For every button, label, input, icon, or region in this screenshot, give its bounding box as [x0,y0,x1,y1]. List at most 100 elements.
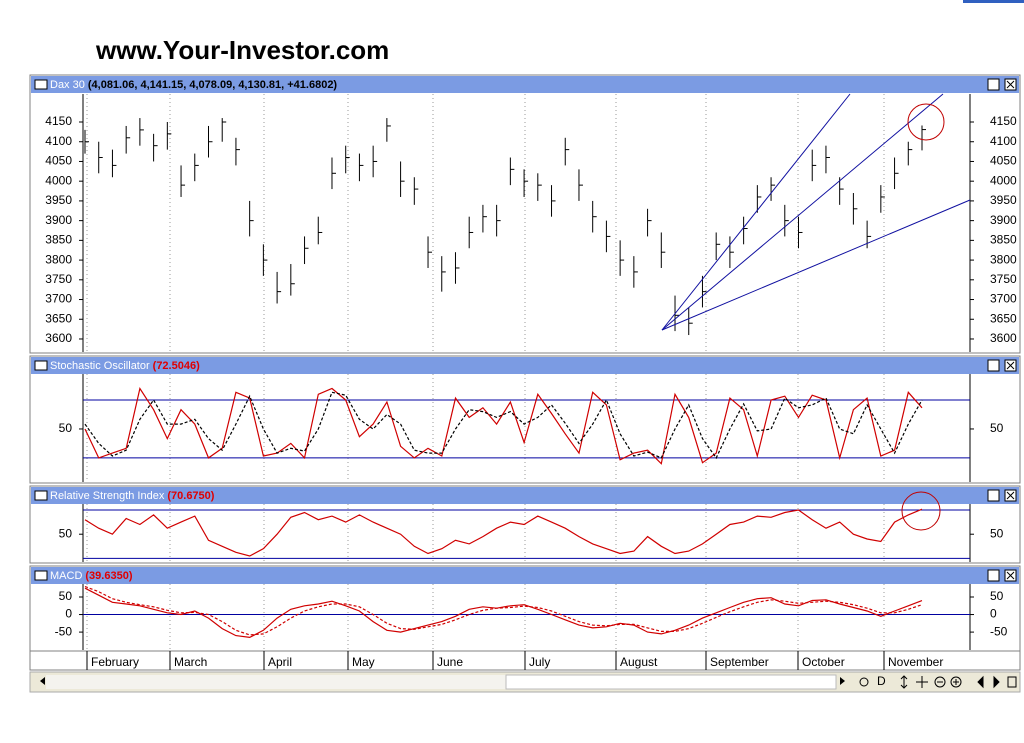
close-x [1006,80,1015,89]
icon-nav[interactable] [977,675,1000,689]
y-tick-label-right: 4150 [990,114,1017,128]
highlight-circle [907,103,945,141]
panel-title-value: (4,081.06, 4,141.15, 4,078.09, 4,130.81,… [88,79,338,91]
panel-icon [34,79,48,90]
site-title: www.Your-Investor.com [95,35,389,65]
icon-move[interactable] [916,676,928,688]
panel-title-value: (39.6350) [85,570,132,582]
y-tick-label-left: 3850 [45,233,72,247]
y-tick-label-right: 3600 [990,331,1017,345]
y-tick-label-right: 3900 [990,213,1017,227]
y-tick-label-left: 4150 [45,114,72,128]
scroll-thumb[interactable] [505,674,837,690]
panel-title-value: (72.5046) [153,360,200,372]
close-x [1006,361,1015,370]
y-tick-label-left: 0 [65,607,72,621]
icon-zoom-in[interactable] [950,676,962,688]
panel-title: Relative Strength Index (70.6750) [50,490,215,502]
y-tick-label-right: 3650 [990,311,1017,325]
series-line [84,585,923,636]
corner-strip [963,0,1024,3]
y-tick-label-left: 3750 [45,272,72,286]
panel-title: Dax 30 (4,081.06, 4,141.15, 4,078.09, 4,1… [50,79,337,91]
y-tick-label-left: 4000 [45,173,72,187]
trend-line [661,93,851,331]
maximize-button[interactable] [987,569,1000,582]
x-tick-label: October [802,655,845,669]
x-tick-label: November [888,655,943,669]
panel-titlebar [31,76,1019,93]
panel-title-name: Dax 30 [50,79,85,91]
y-tick-label-right: 3800 [990,252,1017,266]
close-x [1006,571,1015,580]
y-tick-label-left: 3800 [45,252,72,266]
panel-icon [34,360,48,371]
icon-zoom-v[interactable] [900,675,908,689]
icon-page[interactable] [1007,676,1017,688]
y-tick-label-left: 50 [59,589,73,603]
x-tick-label: September [710,655,769,669]
y-tick-label-left: 50 [59,526,73,540]
y-tick-label-left: 4100 [45,134,72,148]
highlight-circle [901,491,941,531]
panel-titlebar [31,357,1019,374]
y-tick-label-right: 50 [990,421,1004,435]
y-tick-label-left: 3700 [45,292,72,306]
panel-title-value: (70.6750) [167,490,214,502]
panel-title-name: MACD [50,570,82,582]
series-line [84,391,923,460]
y-tick-label-right: 4050 [990,154,1017,168]
y-tick-label-left: -50 [55,624,73,638]
y-tick-label-left: 3650 [45,311,72,325]
y-tick-label-right: 3750 [990,272,1017,286]
icon-zoom-signs [937,679,959,685]
series-line [84,587,923,639]
close-x [1006,491,1015,500]
scroll-track [46,675,506,689]
maximize-button[interactable] [987,78,1000,91]
x-tick-label: August [620,655,658,669]
series-line [84,386,923,465]
y-tick-label-right: 4100 [990,134,1017,148]
series-line [84,508,923,557]
maximize-button[interactable] [987,489,1000,502]
panel-titlebar [31,567,1019,584]
panel-frame [29,355,1021,484]
y-tick-label-right: -50 [990,624,1008,638]
x-tick-label: May [352,655,375,669]
x-tick-label: March [174,655,207,669]
y-tick-label-left: 3950 [45,193,72,207]
scroll-right[interactable] [840,677,845,685]
y-tick-label-left: 3600 [45,331,72,345]
y-tick-label-left: 4050 [45,154,72,168]
icon-zoom-out[interactable] [934,676,946,688]
x-tick-label: June [437,655,463,669]
y-tick-label-right: 0 [990,607,997,621]
x-tick-label: April [268,655,292,669]
y-tick-label-right: 50 [990,589,1004,603]
y-tick-label-right: 3950 [990,193,1017,207]
x-tick-label: February [91,655,139,669]
y-tick-label-right: 3850 [990,233,1017,247]
icon-refresh[interactable] [859,677,869,687]
panel-icon [34,490,48,501]
panel-title-name: Relative Strength Index [50,490,165,502]
panel-title: Stochastic Oscillator (72.5046) [50,360,200,372]
toolbar-label[interactable]: D [877,674,886,688]
y-tick-label-right: 3700 [990,292,1017,306]
trend-line [661,93,944,331]
y-tick-label-right: 50 [990,526,1004,540]
toolbar-icons [859,675,1017,689]
panel-titlebar [31,487,1019,504]
panel-title: MACD (39.6350) [50,570,133,582]
y-tick-label-right: 4000 [990,173,1017,187]
y-tick-label-left: 50 [59,421,73,435]
trend-line [661,199,971,331]
x-tick-label: July [529,655,550,669]
scroll-left[interactable] [40,677,45,685]
panel-icon [34,570,48,581]
maximize-button[interactable] [987,359,1000,372]
panel-title-name: Stochastic Oscillator [50,360,150,372]
